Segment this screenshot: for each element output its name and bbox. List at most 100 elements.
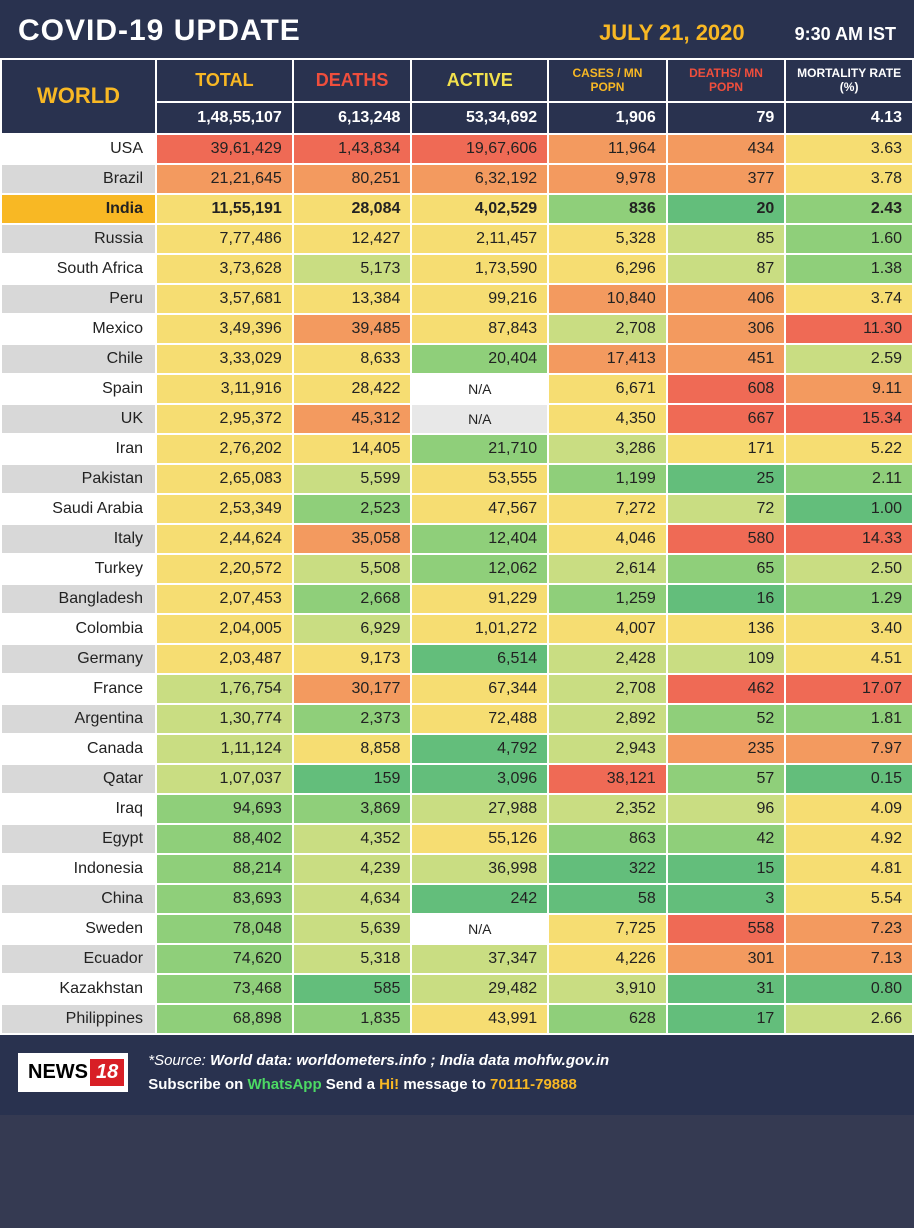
country-cell: India: [1, 194, 156, 224]
data-cell: 1,199: [548, 464, 667, 494]
data-cell: 4,350: [548, 404, 667, 434]
data-cell: 3,33,029: [156, 344, 293, 374]
data-cell: 15.34: [785, 404, 913, 434]
data-cell: 37,347: [411, 944, 548, 974]
table-row: USA39,61,4291,43,83419,67,60611,9644343.…: [1, 134, 913, 164]
data-cell: 558: [667, 914, 786, 944]
sub-a: Subscribe on: [148, 1076, 243, 1093]
data-cell: 0.15: [785, 764, 913, 794]
data-cell: 87: [667, 254, 786, 284]
data-cell: 67,344: [411, 674, 548, 704]
table-row: South Africa3,73,6285,1731,73,5906,29687…: [1, 254, 913, 284]
data-cell: 2,943: [548, 734, 667, 764]
data-cell: 836: [548, 194, 667, 224]
data-cell: 2,53,349: [156, 494, 293, 524]
data-cell: 3,869: [293, 794, 412, 824]
table-row: Egypt88,4024,35255,126863424.92: [1, 824, 913, 854]
sub-c: message to: [403, 1076, 486, 1093]
data-cell: 9,978: [548, 164, 667, 194]
report-date: JULY 21, 2020: [599, 20, 745, 46]
data-cell: 91,229: [411, 584, 548, 614]
data-cell: 1,835: [293, 1004, 412, 1034]
data-cell: 7,725: [548, 914, 667, 944]
data-cell: 39,485: [293, 314, 412, 344]
data-cell: 12,404: [411, 524, 548, 554]
data-cell: 21,710: [411, 434, 548, 464]
data-cell: 462: [667, 674, 786, 704]
table-row: Kazakhstan73,46858529,4823,910310.80: [1, 974, 913, 1004]
data-cell: 83,693: [156, 884, 293, 914]
data-cell: 301: [667, 944, 786, 974]
country-cell: Bangladesh: [1, 584, 156, 614]
data-cell: N/A: [411, 374, 548, 404]
data-cell: 6,514: [411, 644, 548, 674]
table-body: USA39,61,4291,43,83419,67,60611,9644343.…: [1, 134, 913, 1034]
data-cell: 159: [293, 764, 412, 794]
country-cell: Spain: [1, 374, 156, 404]
data-cell: 78,048: [156, 914, 293, 944]
data-cell: 5.22: [785, 434, 913, 464]
data-cell: 3,11,916: [156, 374, 293, 404]
data-cell: 14,405: [293, 434, 412, 464]
data-cell: 0.80: [785, 974, 913, 1004]
data-cell: 4,007: [548, 614, 667, 644]
country-cell: Iraq: [1, 794, 156, 824]
data-cell: 11,964: [548, 134, 667, 164]
data-cell: 2.11: [785, 464, 913, 494]
data-cell: 4,634: [293, 884, 412, 914]
data-cell: 406: [667, 284, 786, 314]
header-row-labels: WORLD TOTAL DEATHS ACTIVE CASES / MN POP…: [1, 59, 913, 102]
data-cell: 2,523: [293, 494, 412, 524]
data-cell: 3: [667, 884, 786, 914]
data-cell: 68,898: [156, 1004, 293, 1034]
data-cell: 58: [548, 884, 667, 914]
sub-whatsapp: WhatsApp: [247, 1076, 321, 1093]
data-cell: 25: [667, 464, 786, 494]
data-cell: 17: [667, 1004, 786, 1034]
data-cell: 39,61,429: [156, 134, 293, 164]
table-row: Spain3,11,91628,422N/A6,6716089.11: [1, 374, 913, 404]
table-row: UK2,95,37245,312N/A4,35066715.34: [1, 404, 913, 434]
col-deaths: DEATHS: [293, 59, 412, 102]
data-cell: 2,892: [548, 704, 667, 734]
data-cell: 580: [667, 524, 786, 554]
data-cell: 12,062: [411, 554, 548, 584]
data-cell: 28,084: [293, 194, 412, 224]
data-cell: 2,44,624: [156, 524, 293, 554]
data-cell: 1.00: [785, 494, 913, 524]
data-cell: 1,76,754: [156, 674, 293, 704]
data-cell: 14.33: [785, 524, 913, 554]
source-label: *Source:: [148, 1052, 206, 1069]
table-row: Bangladesh2,07,4532,66891,2291,259161.29: [1, 584, 913, 614]
data-cell: 3.40: [785, 614, 913, 644]
data-cell: 35,058: [293, 524, 412, 554]
data-cell: 4.51: [785, 644, 913, 674]
country-cell: Italy: [1, 524, 156, 554]
data-cell: 20: [667, 194, 786, 224]
data-cell: 1,73,590: [411, 254, 548, 284]
data-cell: 5,173: [293, 254, 412, 284]
table-row: Peru3,57,68113,38499,21610,8404063.74: [1, 284, 913, 314]
data-cell: 73,468: [156, 974, 293, 1004]
data-cell: N/A: [411, 914, 548, 944]
data-cell: 12,427: [293, 224, 412, 254]
col-mortality: MORTALITY RATE (%): [785, 59, 913, 102]
data-cell: 628: [548, 1004, 667, 1034]
data-cell: 3,49,396: [156, 314, 293, 344]
table-row: Ecuador74,6205,31837,3474,2263017.13: [1, 944, 913, 974]
covid-table: WORLD TOTAL DEATHS ACTIVE CASES / MN POP…: [0, 58, 914, 1035]
country-cell: UK: [1, 404, 156, 434]
table-row: Mexico3,49,39639,48587,8432,70830611.30: [1, 314, 913, 344]
covid-table-card: COVID-19 UPDATE JULY 21, 2020 9:30 AM IS…: [0, 0, 914, 1115]
data-cell: 65: [667, 554, 786, 584]
table-row: Russia7,77,48612,4272,11,4575,328851.60: [1, 224, 913, 254]
data-cell: 88,402: [156, 824, 293, 854]
country-cell: Pakistan: [1, 464, 156, 494]
data-cell: 38,121: [548, 764, 667, 794]
data-cell: 306: [667, 314, 786, 344]
country-cell: France: [1, 674, 156, 704]
table-row: Iran2,76,20214,40521,7103,2861715.22: [1, 434, 913, 464]
data-cell: 235: [667, 734, 786, 764]
data-cell: 7,77,486: [156, 224, 293, 254]
data-cell: 136: [667, 614, 786, 644]
